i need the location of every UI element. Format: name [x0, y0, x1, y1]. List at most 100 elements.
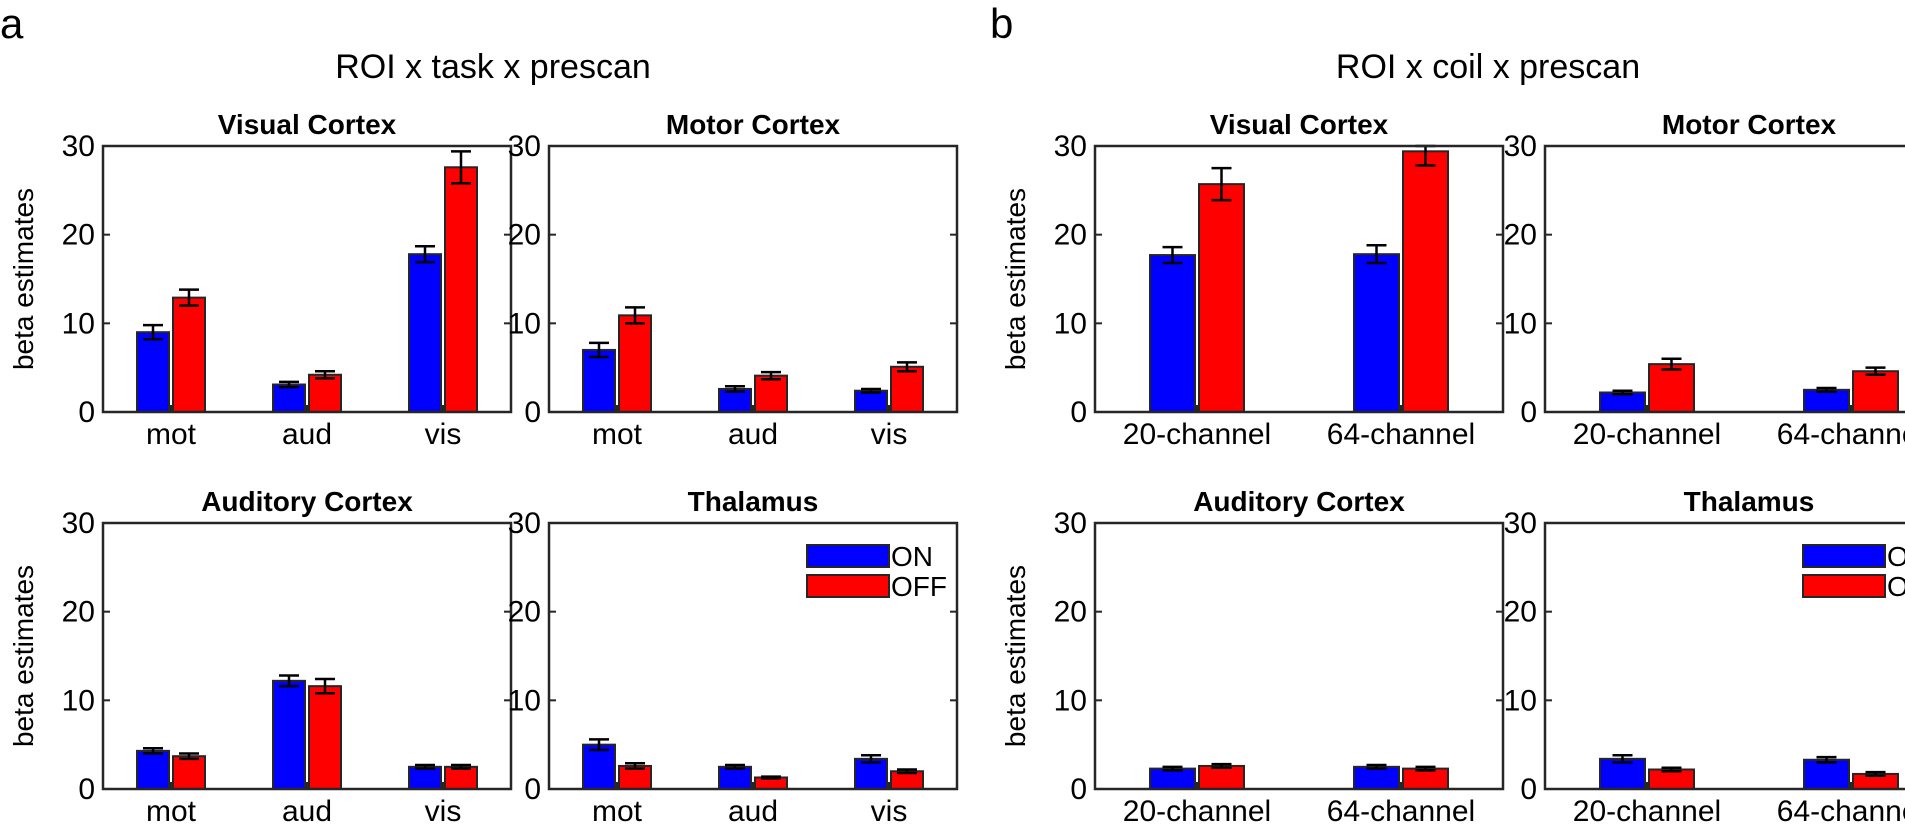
error-bar-on-mot	[589, 738, 609, 752]
subplot-title: Auditory Cortex	[1193, 486, 1405, 517]
error-bar-on-vis	[861, 754, 881, 764]
error-bar-off-vis	[897, 361, 917, 373]
error-bar-off-aud	[761, 775, 781, 780]
panel-letter-b: b	[990, 0, 1013, 47]
x-tick-label: vis	[425, 795, 462, 825]
error-bar-on-aud	[725, 385, 745, 393]
subplot-3: Auditory Cortex beta estimates 0 10 20 30 mot a…	[8, 486, 513, 825]
y-tick-label: 20	[62, 596, 95, 629]
y-tick-label: 20	[1054, 596, 1087, 629]
subplot-title: Motor Cortex	[1662, 109, 1837, 140]
legend-swatch-on	[1802, 544, 1886, 568]
y-tick-label: 20	[508, 596, 541, 629]
legend-swatch-off	[1802, 574, 1886, 598]
y-tick-label: 10	[508, 684, 541, 717]
bar-off-mot	[618, 314, 652, 413]
x-tick-label: 64-channel	[1327, 418, 1475, 451]
error-bar-on-mot	[589, 341, 609, 359]
x-tick-label: aud	[728, 418, 778, 451]
x-tick-label: 64-channel	[1327, 795, 1475, 825]
y-axis-label: beta estimates	[1000, 565, 1031, 747]
error-bar-off-20-channel	[1211, 762, 1232, 769]
axes-box	[547, 521, 959, 791]
y-tick-label: 30	[1054, 507, 1087, 540]
subplot-title: Visual Cortex	[218, 109, 397, 140]
error-bar-on-20-channel	[1612, 754, 1633, 764]
y-tick-label: 20	[1504, 596, 1537, 629]
bar-off-vis	[444, 166, 478, 413]
x-tick-label: vis	[425, 418, 462, 451]
x-tick-label: 64-channel	[1777, 795, 1905, 825]
y-tick-label: 0	[1070, 773, 1087, 806]
bar-on-vis	[408, 765, 442, 790]
error-bar-off-64-channel	[1865, 770, 1886, 777]
y-tick-label: 30	[1504, 507, 1537, 540]
y-tick-label: 0	[78, 396, 95, 429]
bar-off-vis	[890, 365, 924, 413]
panel-letter-a: a	[0, 0, 24, 47]
bar-on-64-channel	[1353, 253, 1400, 413]
subplot-7: Auditory Cortex beta estimates 0 10 20 30 20-c…	[1000, 486, 1505, 825]
y-tick-label: 30	[1504, 130, 1537, 163]
x-tick-label: aud	[282, 418, 332, 451]
bar-on-64-channel	[1353, 765, 1400, 790]
error-bar-off-aud	[315, 369, 335, 380]
bar-off-vis	[444, 765, 478, 790]
subplot-6: Motor Cortex 0 10 20 30 20-channel 64-channel	[1504, 109, 1905, 451]
legend-swatch-on	[806, 544, 890, 568]
axes-box	[1543, 144, 1905, 414]
y-tick-label: 30	[1054, 130, 1087, 163]
bar-on-aud	[718, 765, 752, 790]
error-bar-off-aud	[761, 370, 781, 381]
bar-off-20-channel	[1198, 764, 1245, 790]
x-tick-label: 20-channel	[1123, 795, 1271, 825]
error-bar-on-mot	[143, 323, 163, 341]
bar-off-20-channel	[1648, 363, 1695, 413]
error-bar-on-vis	[415, 244, 435, 264]
subplot-2: Motor Cortex 0 10 20 30 mot aud vis	[508, 109, 959, 451]
error-bar-on-vis	[415, 763, 435, 770]
error-bar-off-20-channel	[1661, 357, 1682, 371]
y-tick-label: 0	[78, 773, 95, 806]
x-tick-label: mot	[146, 795, 197, 825]
y-tick-label: 0	[1520, 396, 1537, 429]
subplot-title: Thalamus	[1684, 486, 1815, 517]
bar-off-64-channel	[1852, 370, 1899, 414]
error-bar-off-mot	[179, 288, 199, 307]
bar-off-64-channel	[1402, 767, 1449, 791]
bar-on-mot	[582, 348, 616, 413]
error-bar-on-64-channel	[1366, 244, 1387, 265]
axes-box	[547, 144, 959, 414]
bar-on-20-channel	[1149, 767, 1196, 791]
legend-label-on: ON	[1887, 541, 1905, 572]
x-tick-label: 20-channel	[1123, 418, 1271, 451]
y-tick-label: 10	[1504, 684, 1537, 717]
y-tick-label: 10	[1054, 307, 1087, 340]
x-tick-label: mot	[146, 418, 197, 451]
y-tick-label: 30	[508, 507, 541, 540]
bar-on-64-channel	[1803, 758, 1850, 790]
subplot-title: Visual Cortex	[1210, 109, 1389, 140]
bar-on-aud	[272, 679, 306, 790]
subplot-title: Motor Cortex	[666, 109, 841, 140]
error-bar-off-20-channel	[1661, 766, 1682, 773]
y-tick-label: 10	[508, 307, 541, 340]
subplot-title: Thalamus	[688, 486, 819, 517]
error-bar-on-64-channel	[1816, 755, 1837, 764]
bar-on-20-channel	[1149, 254, 1196, 413]
error-bar-on-mot	[143, 746, 163, 755]
y-tick-label: 20	[508, 219, 541, 252]
error-bar-on-aud	[725, 763, 745, 770]
y-axis-label: beta estimates	[8, 565, 39, 747]
y-tick-label: 0	[1070, 396, 1087, 429]
x-tick-label: mot	[592, 795, 643, 825]
y-tick-label: 30	[62, 130, 95, 163]
error-bar-off-mot	[625, 762, 645, 770]
y-tick-label: 0	[524, 773, 541, 806]
y-tick-label: 10	[1054, 684, 1087, 717]
x-tick-label: 20-channel	[1573, 795, 1721, 825]
axes-box	[101, 521, 513, 791]
